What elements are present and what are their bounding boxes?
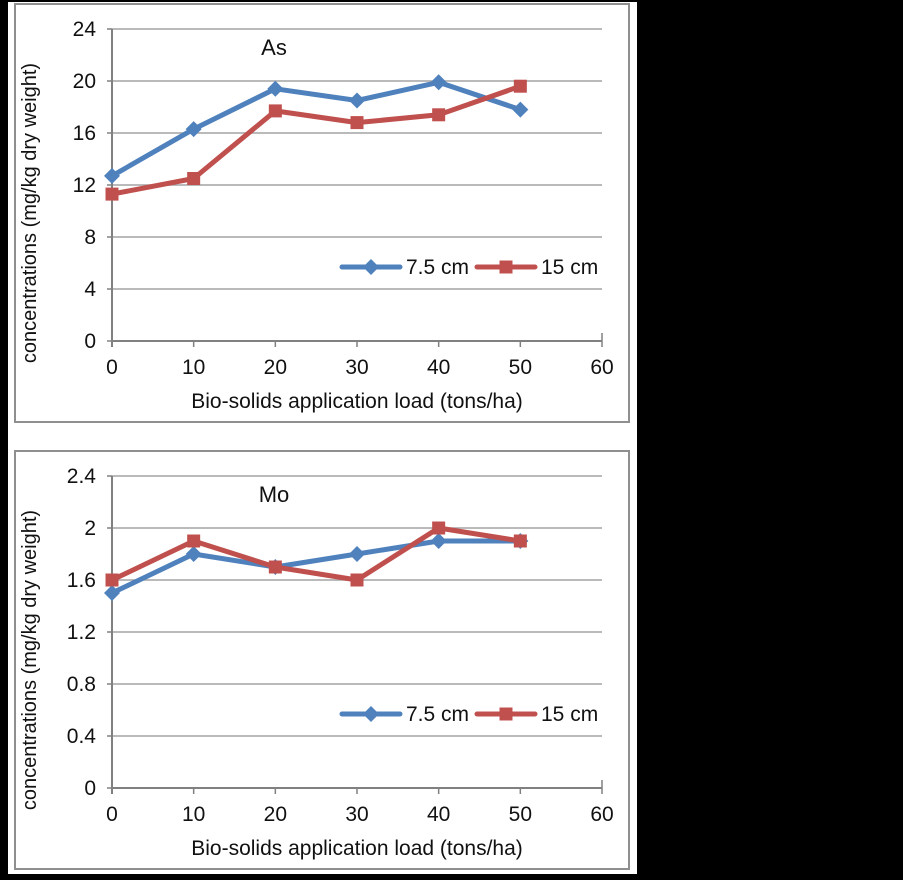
x-tick-label: 10 bbox=[182, 803, 205, 826]
figure-background: 0 4 8 12 16 20 24 0 10 20 30 40 50 60 7.5 cm 15 cm As Bio… bbox=[8, 2, 637, 874]
chart-svg-mo: 0 0.4 0.8 1.2 1.6 2 2.4 0 10 20 30 40 50 60 7.5 cm 15 c… bbox=[19, 465, 614, 860]
series-1-marker bbox=[432, 521, 446, 535]
series-1-marker bbox=[513, 79, 527, 93]
series-line-1 bbox=[109, 83, 523, 197]
x-axis-title: Bio-solids application load (tons/ha) bbox=[191, 837, 523, 860]
series-1-marker bbox=[268, 560, 282, 574]
series-line-1 bbox=[109, 525, 523, 583]
x-tick-label: 50 bbox=[509, 803, 532, 826]
y-tick-label: 20 bbox=[73, 70, 96, 93]
legend-marker bbox=[363, 706, 379, 722]
y-tick-label: 0 bbox=[84, 777, 96, 800]
y-axis-title: concentrations (mg/kg dry weight) bbox=[19, 63, 41, 363]
series-1-marker bbox=[268, 104, 282, 118]
legend-label: 7.5 cm bbox=[406, 256, 469, 279]
y-tick-label: 1.6 bbox=[67, 569, 96, 592]
series-1-marker bbox=[350, 116, 364, 130]
y-tick-label: 0.8 bbox=[67, 673, 96, 696]
x-tick-label: 60 bbox=[590, 803, 613, 826]
x-tick-label: 0 bbox=[106, 803, 118, 826]
chart-panel-as: 0 4 8 12 16 20 24 0 10 20 30 40 50 60 7.5 cm 15 cm As Bio… bbox=[14, 3, 630, 423]
x-tick-label: 0 bbox=[106, 356, 118, 379]
y-tick-label: 0 bbox=[84, 330, 96, 353]
series-0-marker bbox=[512, 101, 529, 118]
series-1-marker bbox=[187, 172, 201, 185]
legend-label: 15 cm bbox=[541, 703, 598, 726]
y-tick-label: 8 bbox=[84, 226, 96, 249]
series-0-marker bbox=[349, 546, 365, 562]
series-line-0 bbox=[109, 79, 523, 179]
legend-marker bbox=[499, 707, 513, 721]
y-tick-label: 4 bbox=[84, 278, 96, 301]
x-tick-label: 40 bbox=[427, 803, 450, 826]
series-0-marker bbox=[349, 92, 365, 109]
legend-label: 15 cm bbox=[541, 256, 598, 279]
chart-svg-as: 0 4 8 12 16 20 24 0 10 20 30 40 50 60 7.5 cm 15 cm As Bio… bbox=[19, 18, 614, 413]
chart-panel-mo: 0 0.4 0.8 1.2 1.6 2 2.4 0 10 20 30 40 50 60 7.5 cm 15 c… bbox=[14, 450, 630, 870]
legend-marker bbox=[363, 259, 379, 275]
x-tick-label: 20 bbox=[264, 803, 287, 826]
x-tick-label: 50 bbox=[509, 356, 532, 379]
legend-label: 7.5 cm bbox=[406, 703, 469, 726]
x-tick-label: 30 bbox=[345, 803, 368, 826]
y-tick-label: 2 bbox=[84, 517, 96, 540]
x-tick-label: 20 bbox=[264, 356, 287, 379]
y-tick-label: 16 bbox=[73, 122, 96, 145]
series-1-marker bbox=[350, 573, 364, 587]
y-tick-label: 24 bbox=[73, 18, 97, 41]
legend-marker bbox=[499, 260, 513, 274]
series-line-0 bbox=[109, 538, 523, 596]
chart-title: As bbox=[261, 35, 287, 60]
series-0-marker bbox=[267, 80, 284, 97]
series-0-marker bbox=[185, 121, 202, 138]
series-0-marker bbox=[104, 585, 120, 601]
series-1-marker bbox=[105, 187, 119, 201]
series-0-marker bbox=[104, 167, 120, 184]
x-tick-label: 60 bbox=[590, 356, 613, 379]
x-tick-label: 40 bbox=[427, 356, 450, 379]
x-tick-label: 10 bbox=[182, 356, 205, 379]
series-0-marker bbox=[430, 533, 447, 549]
series-0-marker bbox=[185, 546, 202, 562]
x-axis-title: Bio-solids application load (tons/ha) bbox=[191, 390, 523, 413]
series-1-marker bbox=[105, 573, 119, 587]
series-1-marker bbox=[187, 534, 201, 548]
chart-title: Mo bbox=[259, 482, 290, 507]
y-tick-label: 2.4 bbox=[67, 465, 97, 488]
y-tick-label: 1.2 bbox=[67, 621, 96, 644]
x-tick-label: 30 bbox=[345, 356, 368, 379]
y-tick-label: 0.4 bbox=[67, 725, 97, 748]
series-1-marker bbox=[513, 534, 527, 548]
y-tick-label: 12 bbox=[73, 174, 96, 197]
y-axis-title: concentrations (mg/kg dry weight) bbox=[19, 510, 41, 810]
series-1-marker bbox=[432, 108, 446, 122]
series-0-marker bbox=[430, 74, 447, 91]
